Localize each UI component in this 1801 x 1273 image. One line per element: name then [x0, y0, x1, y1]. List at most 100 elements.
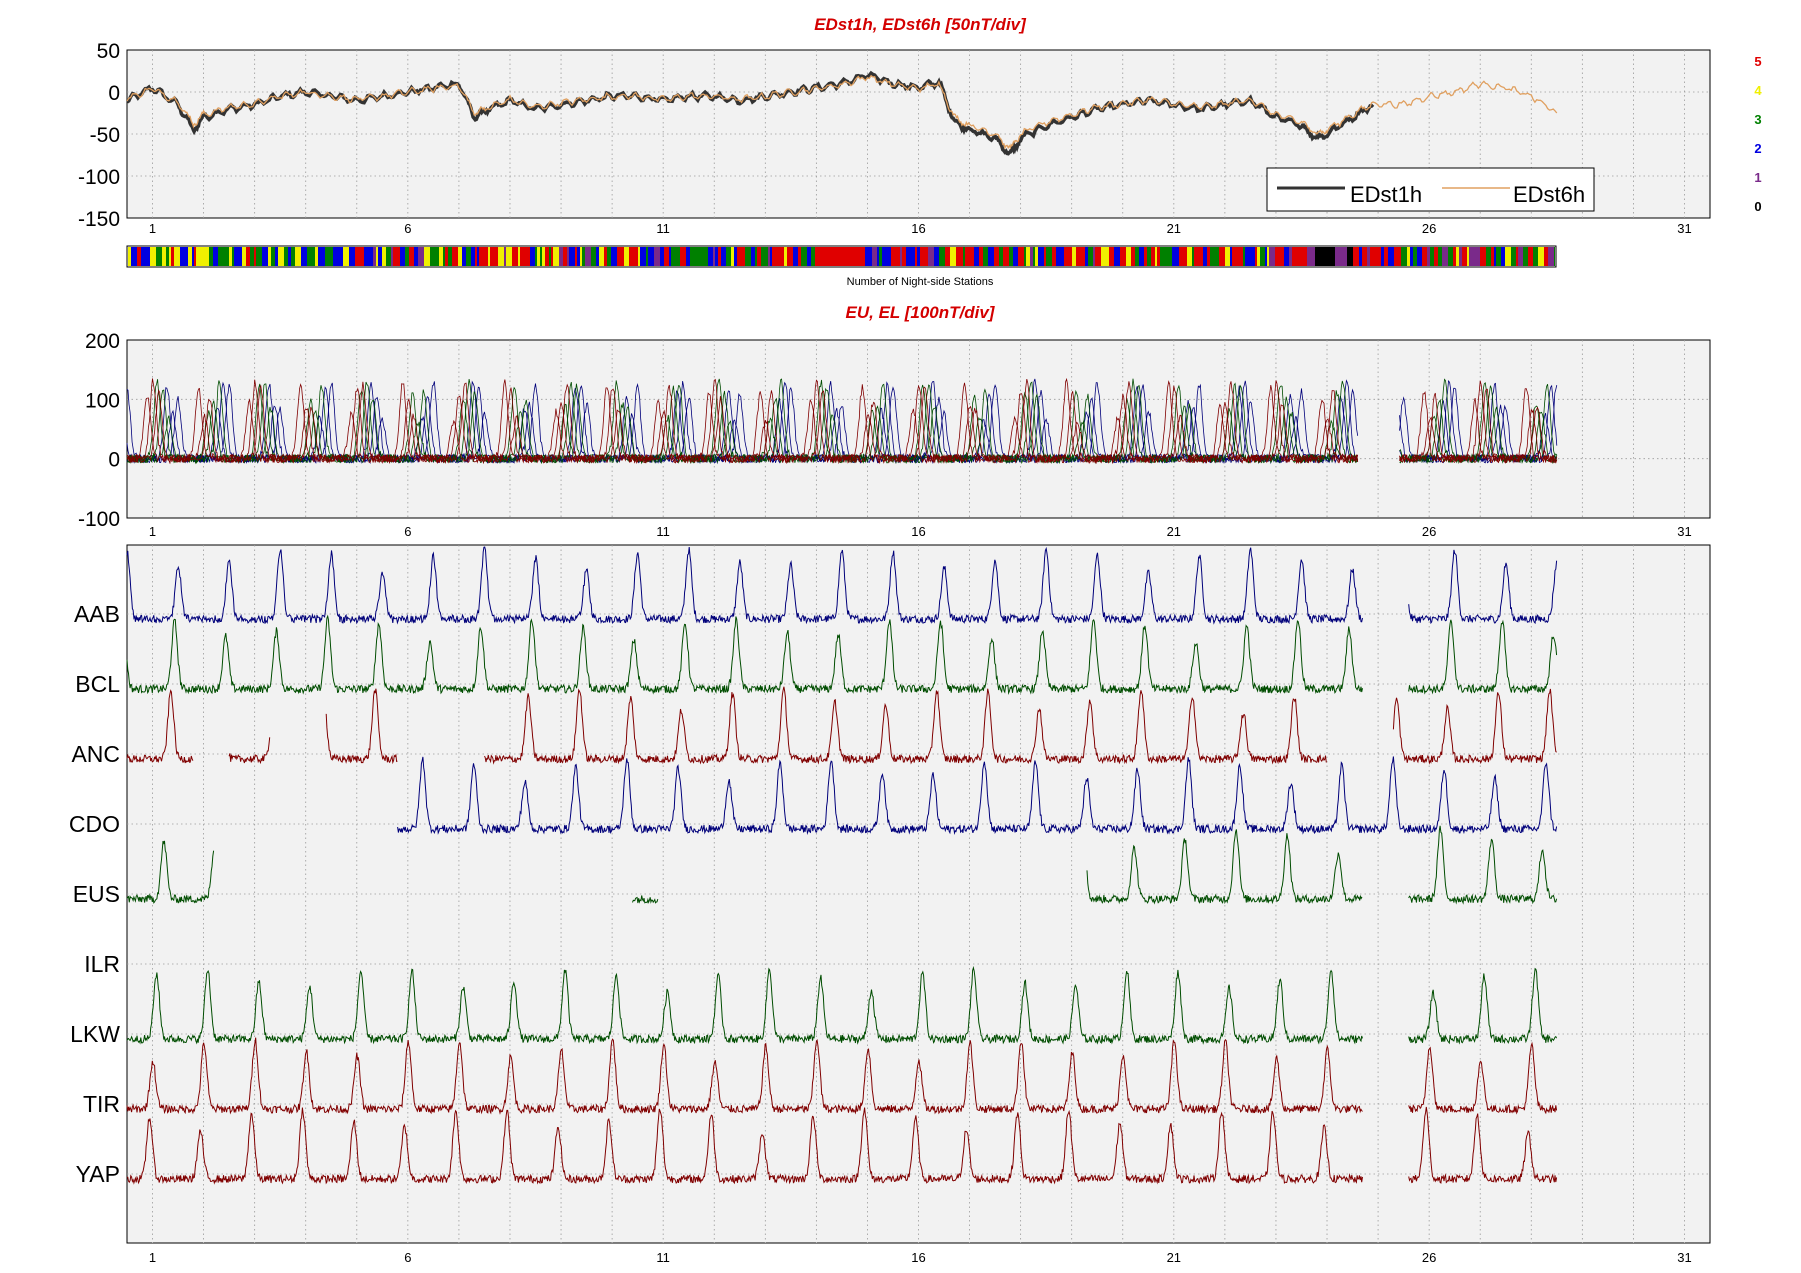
stations-bar-cell: [171, 247, 174, 266]
stations-bar-cell: [1144, 247, 1147, 266]
stations-bar-cell: [1554, 247, 1555, 266]
stations-bar-cell: [902, 247, 906, 266]
stations-bar-cell: [169, 247, 171, 266]
stations-bar-cell: [1192, 247, 1194, 266]
stations-bar-cell: [1255, 247, 1257, 266]
station-trace-aab: [1408, 549, 1558, 625]
y-tick-label: 0: [108, 449, 120, 472]
stations-bar-cell: [242, 247, 246, 266]
station-label: LKW: [70, 1021, 120, 1047]
stations-bar-cell: [1442, 247, 1448, 266]
stations-bar-cell: [1430, 247, 1434, 266]
stations-bar-cell: [475, 247, 477, 266]
x-tick-label: 11: [656, 524, 670, 539]
x-tick-label: 11: [656, 1250, 670, 1265]
color-scale-label: 0: [1754, 199, 1761, 214]
stations-bar-cell: [1324, 247, 1328, 266]
stations-bar-cell: [559, 247, 563, 266]
stations-bar-cell: [448, 247, 452, 266]
stations-bar-cell: [1505, 247, 1511, 266]
stations-bar-cell: [621, 247, 624, 266]
stations-bar-cell: [1347, 247, 1353, 266]
station-trace-yap: [126, 1107, 1363, 1185]
night-side-stations-bar: [128, 247, 1555, 266]
stations-bar-cell: [867, 247, 872, 266]
stations-bar-cell: [761, 247, 763, 266]
stations-bar-cell: [1099, 247, 1101, 266]
stations-bar-cell: [1210, 247, 1216, 266]
x-tick-label: 6: [404, 1250, 411, 1265]
stations-bar-cell: [1155, 247, 1157, 266]
stations-bar-cell: [495, 247, 498, 266]
panel3-station-labels: AAB BCL ANC CDO EUS ILR LKW TIR YAP: [69, 601, 120, 1187]
stations-bar-cell: [192, 247, 194, 266]
stations-bar-cell: [376, 247, 378, 266]
stations-bar-cell: [751, 247, 755, 266]
stations-bar-cell: [291, 247, 295, 266]
panel2-lines: [126, 377, 1558, 465]
stations-bar-cell: [994, 247, 999, 266]
stations-bar-cell: [373, 247, 376, 266]
stations-bar-cell: [393, 247, 398, 266]
stations-bar-cell: [845, 247, 847, 266]
stations-bar-cell: [886, 247, 891, 266]
stations-bar-cell: [386, 247, 391, 266]
stations-bar-cell: [648, 247, 654, 266]
stations-bar-cell: [232, 247, 234, 266]
x-tick-label: 21: [1167, 524, 1181, 539]
stations-bar-cell: [763, 247, 768, 266]
stations-bar-cell: [184, 247, 188, 266]
stations-bar-cell: [1394, 247, 1398, 266]
stations-bar-cell: [646, 247, 648, 266]
x-tick-label: 26: [1422, 221, 1436, 236]
stations-bar-cell: [330, 247, 333, 266]
stations-bar-cell: [1434, 247, 1438, 266]
stations-bar-cell: [530, 247, 535, 266]
stations-bar-cell: [1194, 247, 1199, 266]
stations-bar-cell: [983, 247, 988, 266]
stations-bar-cell: [1453, 247, 1456, 266]
station-trace-anc: [325, 688, 398, 765]
stations-bar-cell: [430, 247, 435, 266]
stations-bar-cell: [1269, 247, 1275, 266]
stations-bar-cell: [1384, 247, 1388, 266]
station-label: CDO: [69, 811, 120, 837]
stations-bar-cell: [1095, 247, 1099, 266]
stations-bar-cell: [774, 247, 776, 266]
x-tick-label: 21: [1167, 221, 1181, 236]
stations-bar-cell: [1516, 247, 1518, 266]
stations-bar-cell: [141, 247, 146, 266]
stations-bar-cell: [580, 247, 582, 266]
stations-bar-cell: [318, 247, 320, 266]
stations-bar-cell: [166, 247, 169, 266]
stations-bar-cell: [1114, 247, 1120, 266]
stations-bar-cell: [488, 247, 490, 266]
stations-bar-cell: [146, 247, 150, 266]
stations-bar-cell: [414, 247, 418, 266]
y-tick-label: 200: [85, 330, 120, 353]
stations-bar-cell: [1459, 247, 1462, 266]
stations-bar-cell: [1009, 247, 1013, 266]
panel1-x-ticks: 1 6 11 16 21 26 31: [149, 221, 1692, 236]
stations-bar-cell: [439, 247, 443, 266]
stations-bar-cell: [205, 247, 209, 266]
stations-bar-cell: [968, 247, 974, 266]
stations-bar-cell: [920, 247, 922, 266]
station-trace-bcl: [1408, 619, 1558, 695]
stations-bar-cell: [1359, 247, 1362, 266]
stations-bar-cell: [1120, 247, 1126, 266]
stations-bar-cell: [1335, 247, 1339, 266]
color-scale-label: 5: [1754, 54, 1761, 69]
stations-bar-cell: [1088, 247, 1093, 266]
stations-bar-cell: [1024, 247, 1026, 266]
stations-bar-cell: [1381, 247, 1384, 266]
stations-bar-cell: [979, 247, 983, 266]
stations-bar-cell: [1474, 247, 1480, 266]
stations-bar-cell: [1339, 247, 1342, 266]
stations-bar-cell: [490, 247, 495, 266]
stations-bar-cell: [477, 247, 479, 266]
stations-bar-cell: [382, 247, 386, 266]
x-tick-label: 31: [1677, 524, 1691, 539]
stations-bar-cell: [196, 247, 201, 266]
stations-bar-frame: [126, 245, 1557, 268]
